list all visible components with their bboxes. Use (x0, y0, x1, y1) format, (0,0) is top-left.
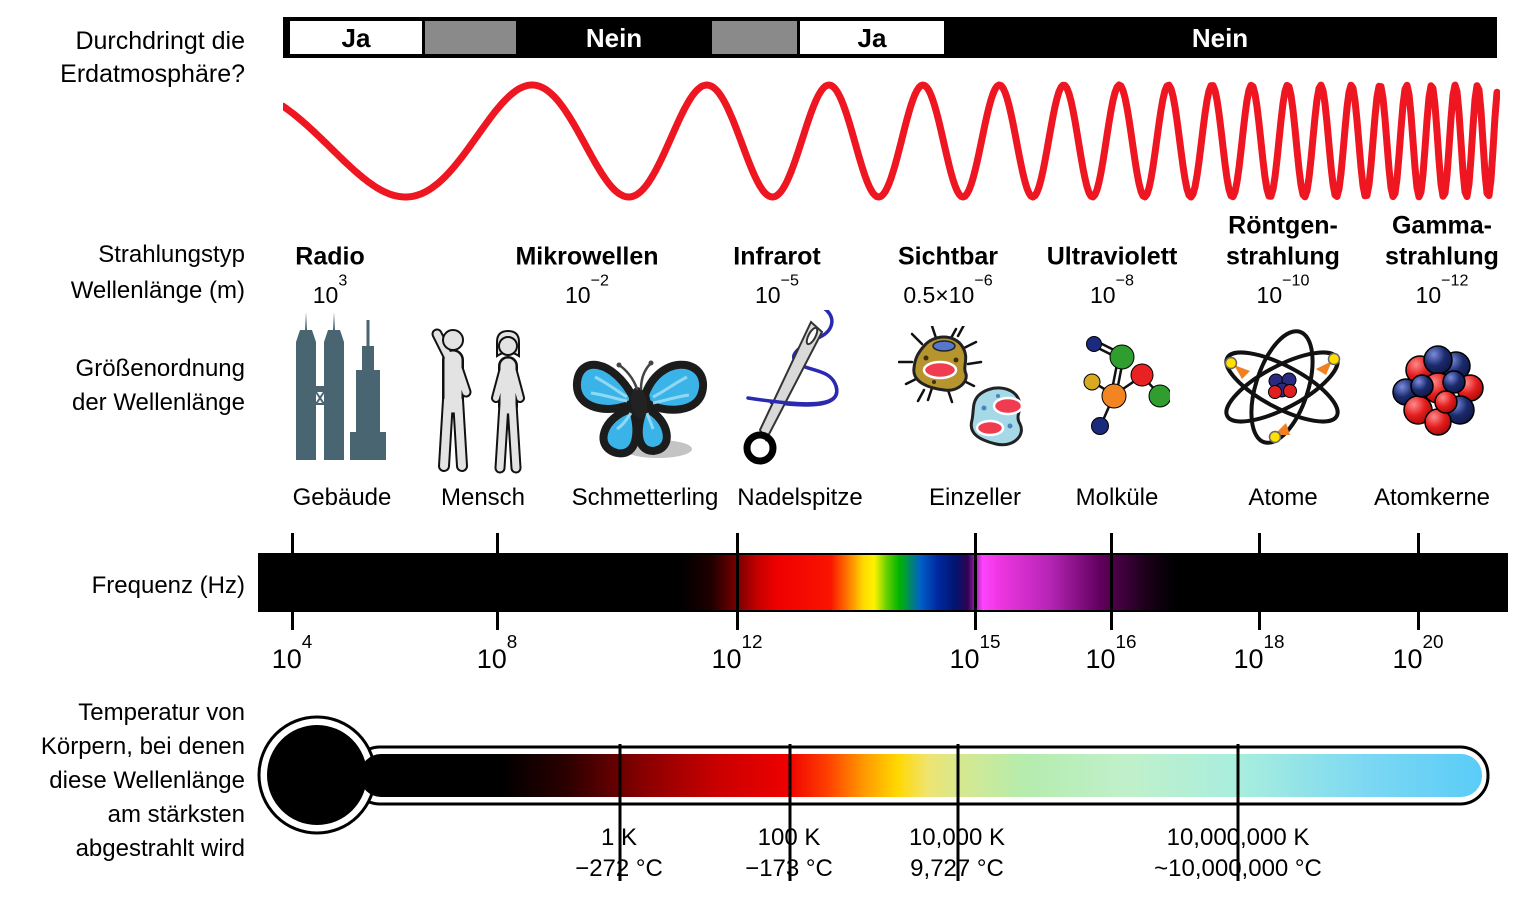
radiation-type-infrarot: Infrarot 10−5 (733, 241, 821, 308)
radiation-type-radio: Radio 103 (295, 241, 364, 308)
wavelength-value: 10−8 (1090, 271, 1134, 309)
size-caption-mensch: Mensch (440, 484, 526, 511)
wavelength-value: 10−12 (1415, 271, 1469, 309)
frequency-tick-label: 1015 (949, 631, 1001, 674)
frequency-tick (1110, 533, 1113, 630)
nucleus-icon (1392, 345, 1484, 436)
wavelength-value: 10−10 (1256, 271, 1310, 309)
frequency-tick-label: 108 (476, 631, 518, 674)
frequency-tick (496, 533, 499, 630)
temperature-ticks (618, 744, 1240, 881)
wavelength-row-label: Wellenlänge (m) (70, 277, 245, 304)
frequency-tick-label: 1020 (1392, 631, 1444, 674)
temperature-label-1k: 1 K −272 °C (575, 824, 663, 882)
protozoa-icon (898, 326, 1024, 447)
size-caption-gebaeude: Gebäude (292, 484, 392, 511)
radiation-type-name: Mikrowellen (515, 242, 659, 271)
frequency-tick-label: 1016 (1085, 631, 1137, 674)
radiation-type-ultraviolett: Ultraviolett 10−8 (1047, 241, 1178, 308)
molecule-icon (1083, 336, 1170, 435)
wavelength-value: 103 (312, 271, 348, 309)
humans-icon (431, 328, 525, 474)
wave-chirp (283, 81, 1500, 201)
size-caption-atomkerne: Atomkerne (1373, 484, 1491, 511)
temperature-row-label: Temperatur von Körpern, bei denen diese … (40, 699, 245, 862)
size-caption-schmetterling: Schmetterling (571, 484, 719, 511)
wavelength-value: 0.5×10−6 (903, 271, 993, 309)
butterfly-icon (573, 360, 707, 458)
needle-icon (743, 310, 839, 465)
radiation-type-row-label: Strahlungstyp (98, 241, 245, 268)
atom-icon (1224, 329, 1341, 445)
radiation-type-name: Röntgen- strahlung (1226, 211, 1340, 271)
frequency-row-label: Frequenz (Hz) (91, 572, 245, 599)
atmosphere-segment-ja: Ja (797, 21, 947, 54)
temperature-label-10000k: 10,000 K 9,727 °C (908, 824, 1006, 882)
wavelength-value: 10−2 (565, 271, 609, 309)
frequency-tick-label: 1012 (711, 631, 763, 674)
atmosphere-segment-nein: Nein (947, 21, 1493, 54)
buildings-icon (296, 312, 386, 460)
atmosphere-question-label: Durchdringt die Erdatmosphäre? (60, 27, 245, 88)
frequency-tick (1258, 533, 1261, 630)
thermometer (257, 715, 1490, 881)
radiation-type-roentgen: Röntgen- strahlung 10−10 (1226, 210, 1340, 308)
radiation-type-name: Infrarot (733, 242, 821, 271)
atmosphere-segment-ja: Ja (287, 21, 425, 54)
atmosphere-segment-partial (712, 21, 797, 54)
radiation-type-sichtbar: Sichtbar 0.5×10−6 (898, 241, 998, 308)
atmosphere-segment-nein: Nein (516, 21, 712, 54)
frequency-tick (736, 533, 739, 630)
radiation-type-name: Gamma- strahlung (1385, 211, 1499, 271)
radiation-type-name: Ultraviolett (1046, 242, 1178, 271)
size-caption-einzeller: Einzeller (928, 484, 1022, 511)
size-row-label: Größenordnung der Wellenlänge (71, 355, 245, 416)
size-caption-nadelspitze: Nadelspitze (737, 484, 863, 511)
frequency-spectrum-bar (258, 553, 1508, 612)
radiation-type-name: Radio (295, 242, 365, 271)
radiation-type-mikrowellen: Mikrowellen 10−2 (515, 241, 658, 308)
atmosphere-bar: Ja Nein Ja Nein (283, 17, 1497, 58)
size-caption-atome: Atome (1248, 484, 1318, 511)
radiation-type-gamma: Gamma- strahlung 10−12 (1385, 210, 1499, 308)
radiation-type-name: Sichtbar (897, 242, 999, 271)
size-caption-molkuele: Molküle (1075, 484, 1159, 511)
frequency-tick (974, 533, 977, 630)
atmosphere-segment-partial (425, 21, 516, 54)
frequency-tick-label: 104 (271, 631, 313, 674)
frequency-tick-label: 1018 (1233, 631, 1285, 674)
temperature-label-100k: 100 K −173 °C (745, 824, 833, 882)
frequency-tick (1417, 533, 1420, 630)
frequency-tick (291, 533, 294, 630)
temperature-label-10000000k: 10,000,000 K ~10,000,000 °C (1154, 824, 1322, 882)
wavelength-value: 10−5 (755, 271, 799, 309)
